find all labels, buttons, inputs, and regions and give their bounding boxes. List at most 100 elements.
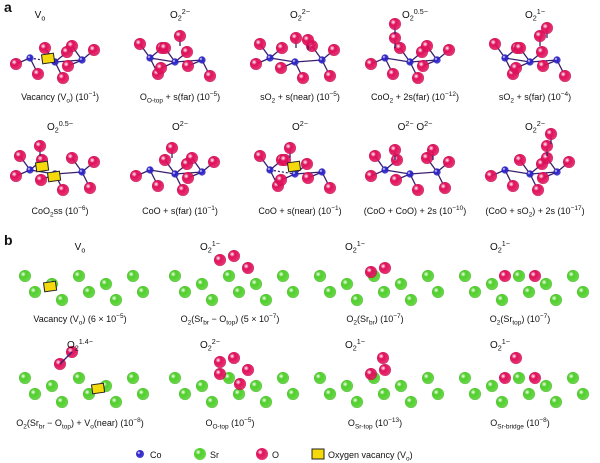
o-atom [506, 179, 520, 193]
oxygen-vacancy-marker [286, 160, 302, 173]
sr-atom [522, 285, 536, 299]
species-label: O21− [525, 7, 545, 23]
oxygen-vacancy-swatch [311, 448, 325, 460]
species-label-part: 2− [302, 7, 310, 16]
structure-caption-part: ss (10 [54, 206, 79, 216]
structure-caption-part: sO [260, 92, 272, 102]
sr-atom [404, 395, 418, 409]
species-label-part: 2 [75, 344, 79, 353]
o-atom [438, 181, 452, 195]
species-label-part: 2 [410, 14, 414, 23]
structure-caption: Vacancy (Vo) (10−1) [21, 91, 99, 105]
species-label: O22− [525, 119, 545, 135]
o-swatch [256, 448, 268, 460]
o-atom [323, 69, 337, 83]
co-atom [78, 168, 86, 176]
o-atom [158, 41, 172, 55]
structure-caption-part: 2 [497, 320, 501, 327]
structure-caption-part: 2 [529, 212, 533, 219]
structure-caption: OSr-bridge (10−8) [490, 417, 550, 431]
sr-atom [323, 387, 337, 401]
structure-caption-part: 2 [50, 212, 54, 219]
bond [504, 57, 531, 63]
structure-caption-part: ) [456, 92, 459, 102]
structure-caption-part: + s(far) (10 [514, 92, 561, 102]
o-atom [83, 181, 97, 195]
o-atom [378, 261, 392, 275]
structure-caption-part: ) (10 [375, 314, 394, 324]
species-label-part: 0.5− [59, 119, 73, 128]
species-label-part: V [35, 10, 42, 21]
co-atom [266, 54, 274, 62]
o-atom [165, 141, 179, 155]
species-label-part: O [490, 340, 498, 351]
species-label-part: 2 [208, 246, 212, 255]
structure-caption-part: −6 [78, 205, 86, 212]
sr-atom [313, 371, 327, 385]
legend-label-part: Oxygen vacancy (V [328, 450, 406, 460]
structure-caption-part: (Sr [27, 418, 39, 428]
species-label-part: o [81, 246, 85, 255]
sr-atom [18, 371, 32, 385]
sr-atom [495, 395, 509, 409]
o-atom [386, 67, 400, 81]
oxygen-vacancy-marker [34, 160, 50, 173]
o-atom [154, 61, 168, 75]
co-atom [146, 166, 154, 174]
structure-caption-part: Vacancy (V [33, 314, 78, 324]
sr-atom [431, 285, 445, 299]
structure-caption-part: O [346, 314, 353, 324]
o-atom [207, 155, 221, 169]
o-atom [38, 41, 52, 55]
species-label-part: 2 [55, 126, 59, 135]
sr-atom [72, 371, 86, 385]
o-atom [181, 171, 195, 185]
o-atom [151, 179, 165, 193]
species-label: O21− [490, 239, 510, 255]
o-atom [536, 171, 550, 185]
species-label-part: 1− [502, 337, 510, 346]
bond [149, 169, 176, 175]
structure-caption-part: ) [463, 206, 466, 216]
species-label-part: 2 [498, 344, 502, 353]
bond [384, 57, 411, 63]
species-label: O21− [200, 239, 220, 255]
sr-atom [259, 293, 273, 307]
sr-atom [195, 277, 209, 291]
legend-item-vac [311, 448, 325, 460]
co-atom [501, 54, 509, 62]
species-label: O21.4− [67, 337, 93, 353]
structure-caption-part: O-top [147, 98, 164, 105]
species-label-part: 2 [498, 246, 502, 255]
structure-caption: Vacancy (Vo) (6 × 10−5) [33, 313, 126, 327]
species-label-part: 2 [298, 14, 302, 23]
structure-caption-part: ) [252, 418, 255, 428]
o-atom [364, 169, 378, 183]
sr-atom [136, 387, 150, 401]
sr-atom [340, 277, 354, 291]
sr-atom [205, 293, 219, 307]
co-atom [78, 56, 86, 64]
structure-caption-part: − O [45, 418, 62, 428]
structure-caption: CoO + s(near) (10−1) [258, 205, 341, 216]
species-label-part: O [292, 122, 300, 133]
o-atom [540, 139, 554, 153]
sr-atom [421, 371, 435, 385]
species-label-part: 2 [178, 14, 182, 23]
species-label-part: 1− [537, 7, 545, 16]
structure-caption-part: O [490, 418, 497, 428]
legend-label: Co [150, 450, 162, 460]
structure-caption-part: −7 [269, 313, 277, 320]
structure-caption: O2(Srbr) (10−7) [346, 313, 403, 327]
sr-atom [323, 285, 337, 299]
o-atom [289, 31, 303, 45]
o-atom [528, 269, 542, 283]
structure-caption-part: CoO [371, 92, 390, 102]
structure-caption: CoO + s(far) (10−1) [142, 205, 218, 216]
structure-caption-part: br [369, 320, 376, 327]
co-atom [171, 58, 179, 66]
o-atom [129, 169, 143, 183]
structure-caption-part: 2 [272, 98, 276, 105]
panel-label-b-part: b [4, 232, 13, 248]
bond [269, 169, 296, 175]
